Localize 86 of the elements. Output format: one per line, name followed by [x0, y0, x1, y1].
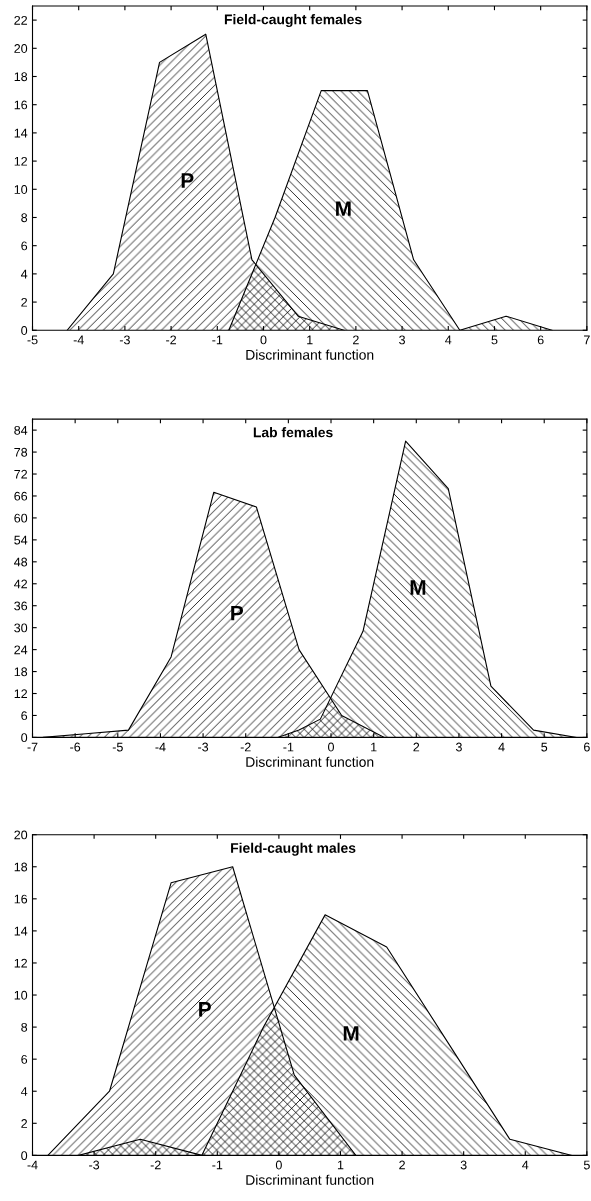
y-tick-label: 84: [14, 425, 28, 435]
x-tick-label: 0: [328, 742, 334, 752]
x-tick-label: -2: [166, 335, 177, 345]
x-tick-label: 1: [371, 742, 377, 752]
x-tick-label: -6: [70, 742, 81, 752]
series-label: M: [343, 1026, 359, 1041]
text: Field-caught females: [224, 14, 362, 28]
y-tick-label: 4: [20, 269, 28, 279]
x-tick-label: -1: [212, 1160, 223, 1170]
y-tick-label: 0: [21, 326, 28, 335]
x-tick-label: 4: [445, 335, 452, 345]
x-tick-label: 2: [353, 335, 359, 345]
series-label: P: [181, 173, 194, 188]
x-tick-label: -5: [27, 335, 38, 345]
y-tick-label: 12: [14, 689, 28, 699]
series-label: M: [336, 201, 351, 216]
y-tick-label: 36: [14, 601, 28, 611]
y-tick-label: 20: [14, 830, 28, 840]
x-tick-label: -3: [89, 1160, 100, 1170]
x-tick-label: 5: [583, 1160, 590, 1170]
y-tick-label: 16: [14, 894, 28, 904]
x-tick-label: -4: [73, 335, 84, 345]
series-label: M: [410, 580, 426, 595]
y-tick-label: 72: [14, 469, 28, 479]
y-tick-label: 22: [14, 15, 28, 25]
y-tick-label: 2: [21, 297, 28, 307]
y-tick-label: 60: [14, 513, 28, 523]
x-tick-label: 4: [522, 1160, 529, 1170]
y-tick-label: 16: [14, 100, 28, 110]
y-tick-label: 30: [14, 623, 28, 633]
x-axis-title: Discriminant function: [246, 349, 374, 360]
y-tick-label: 8: [21, 213, 28, 223]
x-tick-label: 1: [307, 335, 313, 345]
y-tick-label: 0: [21, 1151, 28, 1161]
y-tick-label: 0: [21, 733, 28, 743]
series-label: P: [231, 605, 244, 621]
y-tick-label: 12: [14, 958, 28, 968]
x-tick-label: 2: [399, 1160, 405, 1170]
x-tick-label: -7: [27, 742, 38, 752]
y-tick-label: 78: [14, 447, 28, 457]
y-tick-label: 48: [14, 557, 28, 567]
x-tick-label: 2: [413, 742, 420, 752]
y-tick-label: 20: [14, 44, 28, 53]
x-tick-label: -5: [112, 742, 123, 752]
x-tick-label: 5: [541, 742, 548, 752]
y-tick-label: 42: [14, 579, 28, 589]
x-tick-label: 0: [260, 335, 267, 345]
y-tick-label: 6: [21, 711, 28, 721]
x-tick-label: 7: [584, 335, 590, 345]
text: Field-caught males: [231, 842, 356, 856]
y-tick-label: 4: [20, 1087, 28, 1096]
x-tick-label: -1: [212, 335, 223, 345]
x-tick-label: 3: [460, 1160, 467, 1170]
x-axis-title: Discriminant function: [246, 756, 374, 767]
y-tick-label: 18: [14, 862, 28, 872]
x-tick-label: 3: [455, 742, 462, 752]
y-tick-label: 24: [14, 645, 28, 655]
y-tick-label: 14: [14, 128, 28, 138]
x-tick-label: -2: [150, 1160, 161, 1170]
x-tick-label: 1: [337, 1160, 344, 1170]
x-tick-label: 4: [498, 742, 505, 752]
x-tick-label: -4: [27, 1160, 38, 1170]
y-tick-label: 66: [14, 491, 28, 501]
y-tick-label: 10: [14, 990, 28, 1000]
y-tick-label: 12: [14, 156, 28, 166]
y-tick-label: 8: [21, 1022, 28, 1032]
y-tick-label: 18: [14, 667, 28, 677]
x-tick-label: -3: [119, 335, 130, 345]
x-tick-label: 3: [399, 335, 405, 345]
x-tick-label: -4: [155, 742, 166, 752]
chart-title: Lab females: [253, 427, 333, 438]
x-tick-label: 0: [275, 1160, 282, 1170]
x-tick-label: -1: [283, 742, 294, 752]
y-tick-label: 6: [21, 241, 28, 251]
x-axis-title: Discriminant function: [246, 1174, 374, 1185]
y-tick-label: 54: [14, 535, 28, 545]
x-tick-label: -3: [198, 742, 209, 752]
x-tick-label: -2: [240, 742, 251, 752]
y-tick-label: 18: [14, 72, 28, 82]
y-tick-label: 2: [21, 1119, 28, 1128]
x-tick-label: 5: [491, 335, 498, 345]
y-tick-label: 10: [14, 185, 28, 194]
y-tick-label: 6: [21, 1054, 28, 1064]
x-tick-label: 6: [584, 742, 590, 752]
y-tick-label: 14: [14, 926, 28, 936]
x-tick-label: 6: [537, 335, 544, 345]
